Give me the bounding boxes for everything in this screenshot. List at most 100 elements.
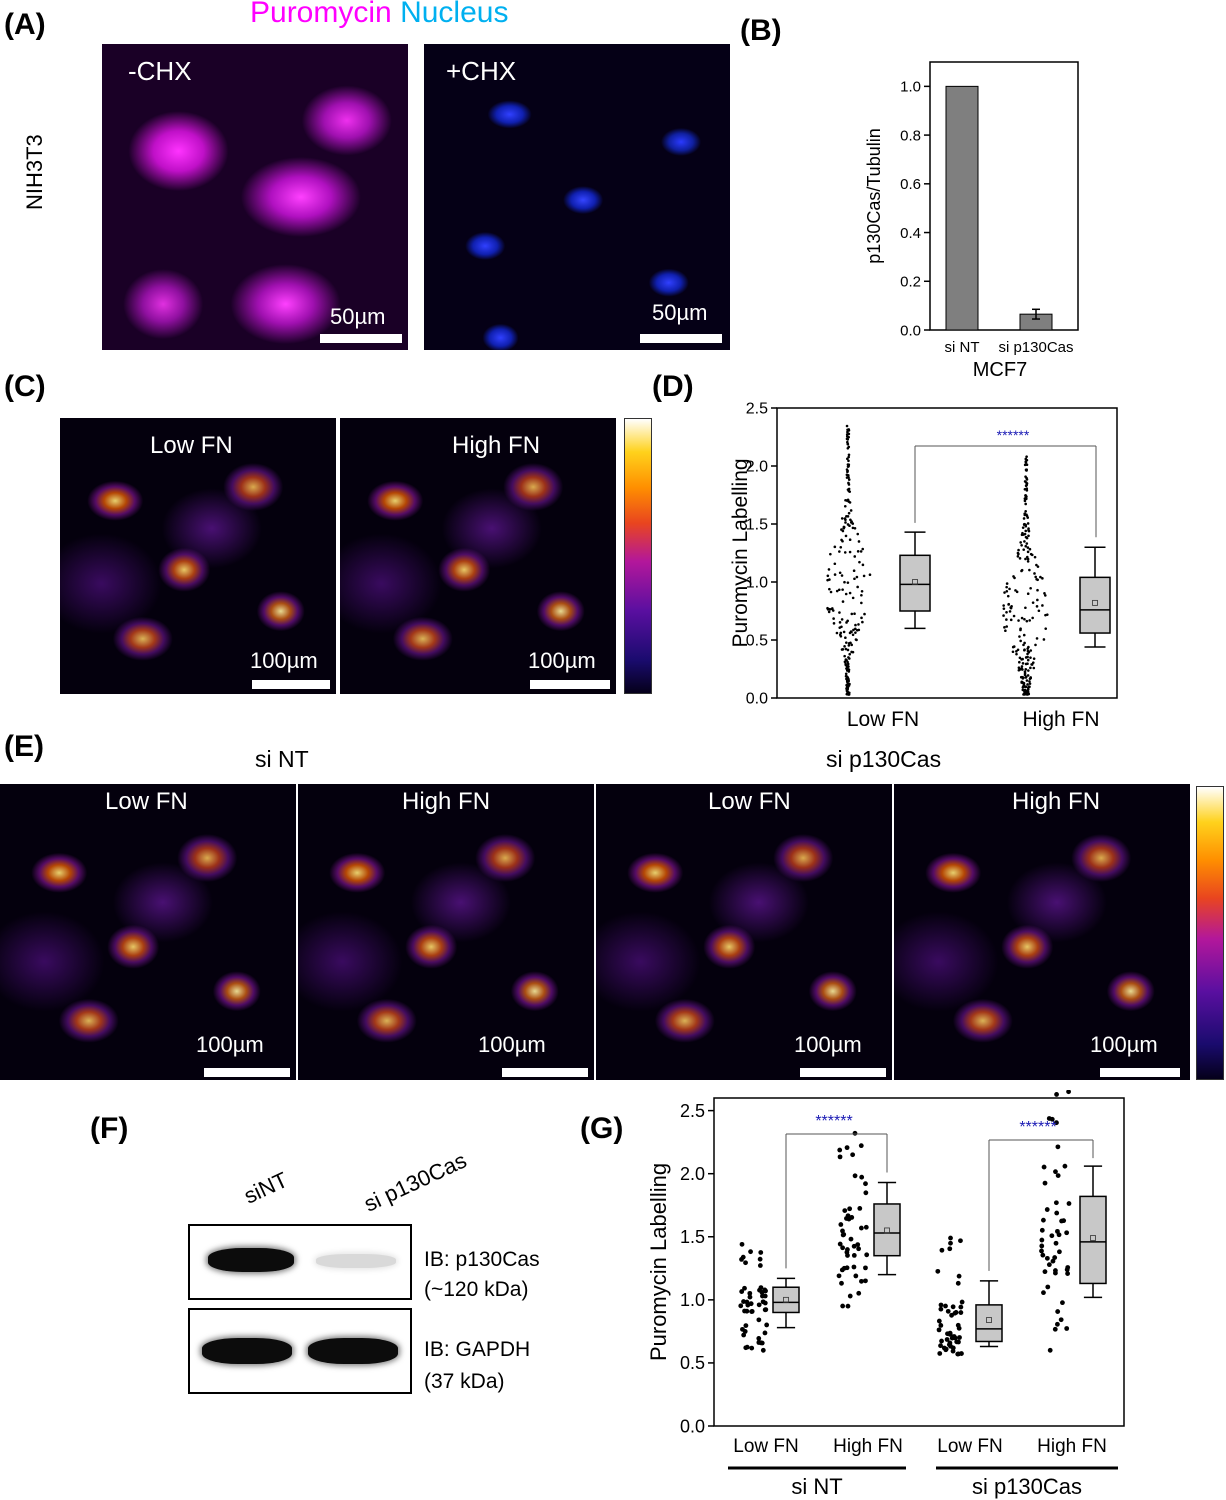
data-point <box>1024 502 1027 506</box>
data-point <box>840 1303 846 1309</box>
data-point <box>1018 660 1021 664</box>
category-label: Low FN <box>847 708 919 731</box>
data-point <box>1045 613 1049 616</box>
data-point <box>1020 543 1023 547</box>
data-point <box>846 648 850 652</box>
data-point <box>857 1205 863 1211</box>
data-point <box>1064 1230 1070 1236</box>
data-point <box>756 1302 762 1308</box>
data-point <box>1055 1321 1060 1327</box>
data-point <box>957 1335 962 1340</box>
scale-label: 100µm <box>196 1032 264 1057</box>
lane-label: siNT <box>240 1166 292 1209</box>
data-point <box>1006 594 1010 598</box>
data-point <box>1066 1201 1072 1206</box>
data-point <box>763 1307 769 1313</box>
y-tick-label: 1.5 <box>746 517 768 534</box>
data-point <box>868 573 872 577</box>
data-point <box>1053 1270 1058 1276</box>
data-point <box>863 1278 868 1284</box>
blot-label: IB: GAPDH <box>424 1338 531 1361</box>
data-point <box>845 434 849 438</box>
data-point <box>837 1147 843 1153</box>
data-point <box>1042 638 1046 641</box>
data-point <box>1024 529 1028 533</box>
data-point <box>1058 1317 1064 1323</box>
data-point <box>1021 686 1025 689</box>
data-point <box>747 1294 753 1300</box>
data-point <box>847 445 851 449</box>
micrograph-high-fn: High FN 100µm <box>340 418 616 694</box>
data-point <box>848 538 852 542</box>
data-point <box>1053 1169 1058 1175</box>
data-point <box>840 574 844 577</box>
data-point <box>846 1216 852 1222</box>
data-point <box>843 551 847 554</box>
data-point <box>847 656 850 659</box>
data-point <box>1027 669 1030 672</box>
data-point <box>841 539 844 543</box>
data-point <box>861 547 865 551</box>
data-point <box>1028 682 1032 685</box>
micrograph-label: +CHX <box>446 56 517 86</box>
data-point <box>1041 577 1044 580</box>
scale-bar <box>204 1068 290 1077</box>
band-sip130cas-p130cas <box>316 1254 396 1268</box>
data-point <box>1020 569 1023 573</box>
data-point <box>855 575 859 579</box>
data-point <box>851 1252 857 1258</box>
data-point <box>1023 688 1027 692</box>
data-point <box>844 636 847 640</box>
data-point <box>845 689 849 693</box>
data-point <box>847 489 851 493</box>
data-point <box>853 527 857 530</box>
data-point <box>856 585 859 589</box>
data-point <box>739 1289 745 1294</box>
data-point <box>1022 548 1026 551</box>
data-point <box>832 617 835 620</box>
data-point <box>846 465 850 468</box>
data-point <box>947 1331 953 1337</box>
data-point <box>863 1224 869 1230</box>
bars <box>945 85 1053 331</box>
mean-marker <box>783 1296 789 1303</box>
colorbar <box>624 418 652 694</box>
data-point <box>836 1273 842 1279</box>
data-point <box>860 593 863 597</box>
data-point <box>948 1240 953 1246</box>
data-point <box>1025 468 1028 471</box>
data-point <box>1024 457 1028 461</box>
blot-p130cas <box>188 1224 412 1300</box>
data-point <box>846 474 850 477</box>
panel-f-letter: (F) <box>90 1112 129 1145</box>
data-point <box>954 1339 960 1345</box>
y-axis-label: p130Cas/Tubulin <box>864 128 884 263</box>
data-point <box>835 589 839 593</box>
group-label-si-nt: si NT <box>255 746 309 772</box>
data-point <box>841 1232 847 1237</box>
data-point <box>1015 590 1019 594</box>
data-point <box>1023 463 1027 467</box>
y-tick-label: 0.4 <box>900 225 921 242</box>
data-point <box>743 1260 748 1266</box>
data-point <box>1019 675 1023 679</box>
data-point <box>1026 557 1030 561</box>
data-point <box>1062 1163 1068 1169</box>
data-point <box>1005 582 1009 585</box>
data-point <box>832 622 836 625</box>
data-point <box>748 1301 754 1307</box>
box <box>899 554 931 612</box>
panel-a-letter: (A) <box>4 8 46 41</box>
data-point <box>845 437 849 441</box>
data-point <box>838 611 841 614</box>
mean-marker <box>1090 1235 1096 1241</box>
mean-marker <box>912 579 918 585</box>
data-point <box>837 1154 843 1160</box>
lane-label: si p130Cas <box>360 1147 471 1217</box>
data-point <box>844 672 848 676</box>
data-point <box>1027 650 1031 654</box>
band-sip130cas-gapdh <box>308 1338 398 1364</box>
data-point <box>856 550 860 553</box>
data-point <box>1023 641 1026 645</box>
data-point <box>852 628 855 632</box>
